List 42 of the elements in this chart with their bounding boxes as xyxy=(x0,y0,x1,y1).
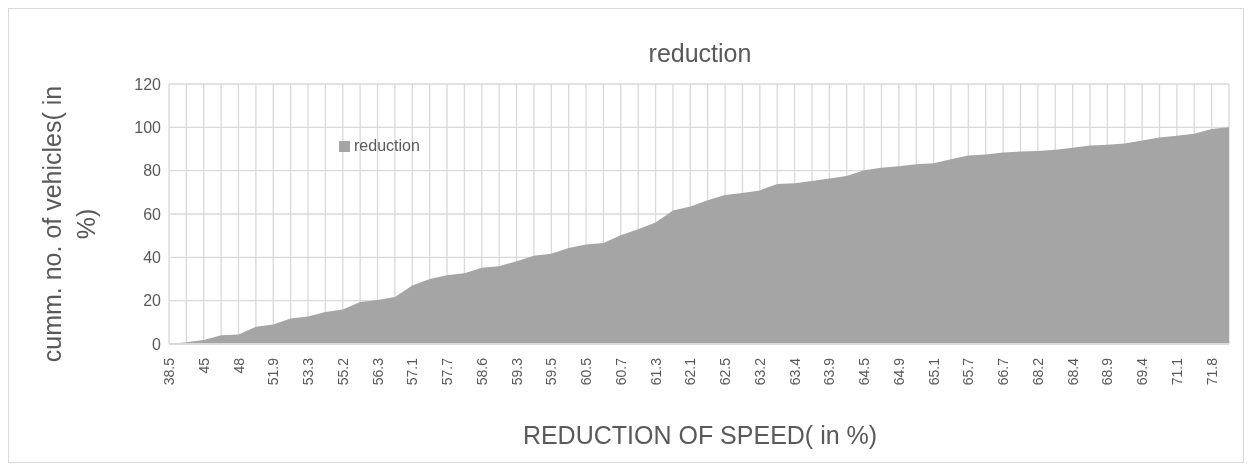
x-tick-label: 60.7 xyxy=(612,357,629,386)
x-tick-label: 65.7 xyxy=(960,357,977,386)
y-tick-label: 80 xyxy=(143,162,162,180)
x-tick-label: 69.4 xyxy=(1134,357,1151,386)
x-tick-label: 68.4 xyxy=(1064,357,1081,386)
x-tick-label: 66.7 xyxy=(995,357,1012,386)
x-tick-label: 57.7 xyxy=(439,357,456,386)
y-tick-label: 120 xyxy=(134,75,162,93)
x-tick-label: 68.2 xyxy=(1029,357,1046,386)
x-tick-label: 61.3 xyxy=(647,357,664,386)
x-tick-label: 62.1 xyxy=(682,357,699,386)
x-tick-label: 57.1 xyxy=(404,357,421,386)
x-tick-label: 55.2 xyxy=(334,357,351,386)
x-tick-label: 51.9 xyxy=(265,357,282,386)
x-tick-label: 63.9 xyxy=(821,357,838,386)
x-axis-title: REDUCTION OF SPEED( in %) xyxy=(521,421,879,450)
y-axis-title: cumm. no. of vehicles( in %) xyxy=(37,84,101,365)
x-tick-label: 48 xyxy=(230,357,247,374)
x-tick-label: 63.2 xyxy=(751,357,768,386)
x-tick-label: 71.1 xyxy=(1168,357,1185,386)
x-tick-label: 59.3 xyxy=(508,357,525,386)
chart-title: reduction xyxy=(647,39,753,68)
y-tick-label: 0 xyxy=(152,335,162,353)
y-tick-label: 60 xyxy=(143,205,162,223)
y-tick-label: 40 xyxy=(143,249,162,267)
x-tick-label: 53.3 xyxy=(300,357,317,386)
x-tick-label: 59.5 xyxy=(543,357,560,386)
x-tick-label: 56.3 xyxy=(369,357,386,386)
x-tick-label: 68.9 xyxy=(1099,357,1116,386)
legend-label: reduction xyxy=(354,137,420,155)
x-tick-label: 71.8 xyxy=(1203,357,1220,386)
x-tick-label: 63.4 xyxy=(786,357,803,386)
x-tick-label: 65.1 xyxy=(925,357,942,386)
x-tick-label: 60.5 xyxy=(578,357,595,386)
y-tick-label: 20 xyxy=(143,292,162,310)
x-tick-label: 45 xyxy=(195,357,212,374)
x-tick-label: 62.5 xyxy=(717,357,734,386)
x-tick-label: 38.5 xyxy=(161,357,177,386)
x-tick-label: 64.9 xyxy=(890,357,907,386)
x-tick-label: 64.5 xyxy=(856,357,873,386)
y-tick-label: 100 xyxy=(134,119,162,137)
x-tick-label: 58.6 xyxy=(473,357,490,386)
